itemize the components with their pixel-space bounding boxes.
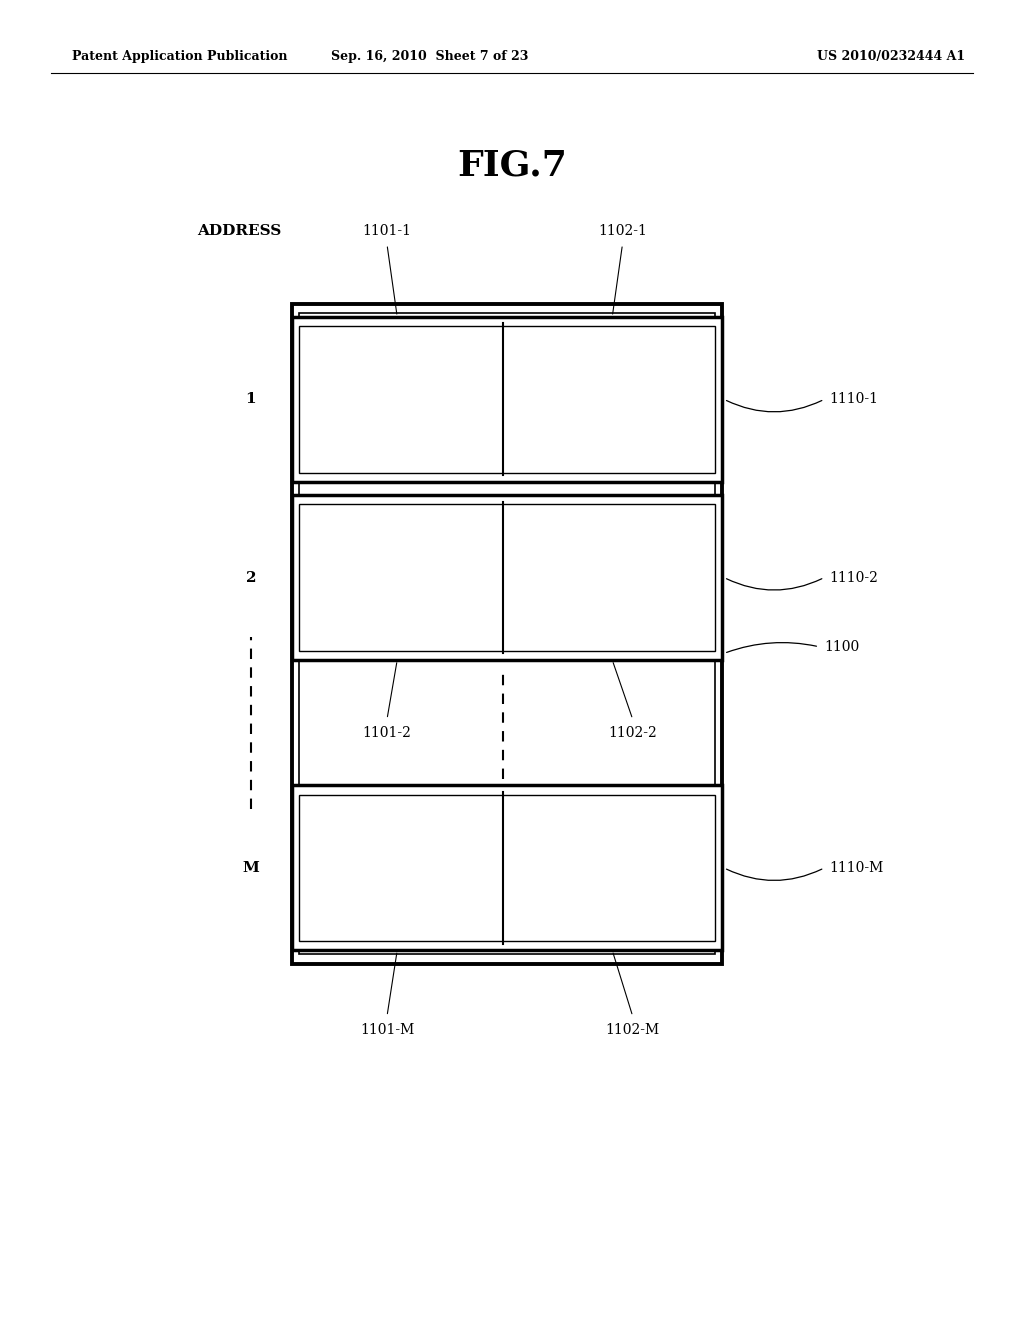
Text: 1102-2: 1102-2	[608, 726, 657, 741]
Text: 1100: 1100	[824, 640, 859, 653]
Text: 1110-M: 1110-M	[829, 861, 884, 875]
Text: MAC
ADDRESS: MAC ADDRESS	[573, 853, 650, 883]
Text: US 2010/0232444 A1: US 2010/0232444 A1	[817, 50, 965, 63]
Text: ADDRESS: ADDRESS	[198, 224, 282, 238]
Text: 1: 1	[246, 392, 256, 407]
Text: M: M	[243, 861, 259, 875]
Text: MAC
ADDRESS: MAC ADDRESS	[573, 562, 650, 593]
Text: MAC
ADDRESS: MAC ADDRESS	[573, 384, 650, 414]
Bar	[299, 504, 715, 651]
Text: Sep. 16, 2010  Sheet 7 of 23: Sep. 16, 2010 Sheet 7 of 23	[332, 50, 528, 63]
Bar	[292, 785, 722, 950]
Text: 2: 2	[246, 570, 256, 585]
Text: 1102-M: 1102-M	[605, 1023, 659, 1038]
Text: 1101-M: 1101-M	[359, 1023, 414, 1038]
Bar	[292, 495, 722, 660]
Bar	[292, 317, 722, 482]
Bar	[299, 326, 715, 473]
Text: Patent Application Publication: Patent Application Publication	[72, 50, 287, 63]
Bar	[299, 795, 715, 941]
Text: 1101-1: 1101-1	[362, 223, 412, 238]
Bar	[292, 304, 722, 964]
Text: 1101-2: 1101-2	[362, 726, 412, 741]
Text: LINE
NUMBER: LINE NUMBER	[360, 562, 434, 593]
Text: 1110-1: 1110-1	[829, 392, 879, 407]
Text: 1102-1: 1102-1	[598, 223, 647, 238]
Bar	[299, 313, 715, 954]
Text: LINE
NUMBER: LINE NUMBER	[360, 384, 434, 414]
Text: FIG.7: FIG.7	[457, 148, 567, 182]
Text: LINE
NUMBER: LINE NUMBER	[360, 853, 434, 883]
Text: 1110-2: 1110-2	[829, 570, 879, 585]
